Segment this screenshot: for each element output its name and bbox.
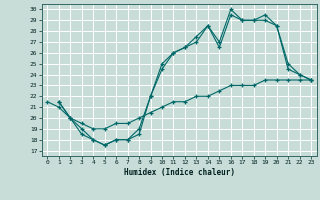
X-axis label: Humidex (Indice chaleur): Humidex (Indice chaleur) (124, 168, 235, 177)
